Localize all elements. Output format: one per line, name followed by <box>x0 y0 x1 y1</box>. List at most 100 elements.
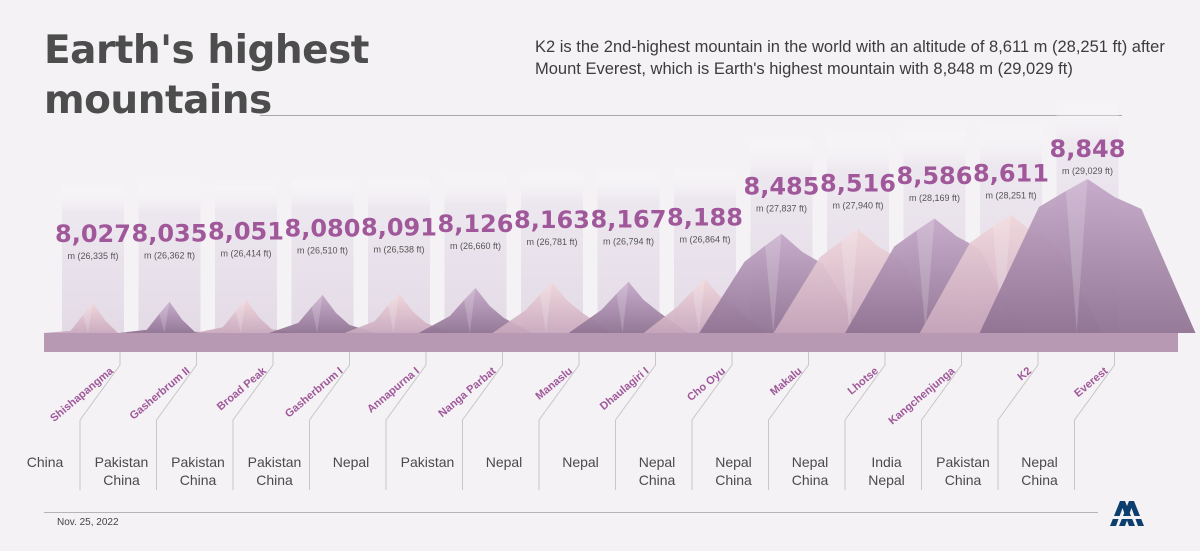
country-label: Pakistan <box>248 454 302 470</box>
value-label: 8,035 <box>132 219 208 247</box>
value-label: 8,080 <box>285 215 361 243</box>
mountain-highlight <box>692 278 705 333</box>
name-connector <box>462 352 503 490</box>
mountain-name: Kangchenjunga <box>887 365 959 428</box>
mountain-highlight <box>388 293 399 333</box>
name-connector <box>997 352 1039 490</box>
feet-label: m (29,029 ft) <box>1062 166 1113 176</box>
name-connector <box>538 352 580 490</box>
country-label: Nepal <box>715 454 752 470</box>
mountain-highlight <box>540 282 552 333</box>
mountain-peak <box>418 287 533 333</box>
mountain-name: Cho Oyu <box>685 365 728 404</box>
country-label: China <box>27 454 64 470</box>
title-line-1: Earth's highest <box>44 28 369 73</box>
mountain-name: Gasherbrum I <box>283 365 346 420</box>
mountain-peak <box>194 299 298 333</box>
mountain-highlight <box>765 233 782 333</box>
mountain-name: Everest <box>1072 365 1110 400</box>
name-connector <box>385 352 427 490</box>
mountain-peak <box>979 179 1196 333</box>
country-label: China <box>945 472 982 488</box>
mountain-name: Broad Peak <box>215 365 270 414</box>
country-label: Nepal <box>562 454 599 470</box>
country-label: Nepal <box>792 454 829 470</box>
name-connector <box>691 352 733 490</box>
country-label: China <box>715 472 752 488</box>
agency-logo-icon <box>1110 501 1144 526</box>
value-label: 8,163 <box>514 206 590 234</box>
value-label: 8,126 <box>438 210 514 238</box>
page-title: Earth's highest mountains <box>44 26 369 126</box>
mountain-peak <box>344 293 454 333</box>
value-label: 8,611 <box>973 160 1049 188</box>
mountain-name: K2 <box>1015 365 1033 383</box>
country-label: India <box>871 454 902 470</box>
country-label: Nepal <box>333 454 370 470</box>
country-label: China <box>103 472 140 488</box>
mountain-highlight <box>83 302 93 333</box>
mountain-name: Gasherbrum II <box>128 365 193 422</box>
mountain-name: Lhotse <box>846 365 881 397</box>
mountain-name: Annapurna I <box>365 365 422 415</box>
mountain-peak <box>119 301 220 333</box>
mountain-name: Nanga Parbat <box>436 365 498 420</box>
value-label: 8,848 <box>1050 135 1126 163</box>
value-label: 8,027 <box>55 220 131 248</box>
country-label: China <box>792 472 829 488</box>
country-label: China <box>1021 472 1058 488</box>
mountain-highlight <box>916 218 935 333</box>
mountain-highlight <box>1065 179 1088 333</box>
mountain-highlight <box>464 287 476 333</box>
country-label: Pakistan <box>171 454 225 470</box>
feet-label: m (28,169 ft) <box>909 193 960 203</box>
country-label: Pakistan <box>401 454 455 470</box>
value-label: 8,485 <box>744 173 820 201</box>
country-label: China <box>639 472 676 488</box>
feet-label: m (26,414 ft) <box>220 249 271 259</box>
publish-date: Nov. 25, 2022 <box>57 517 119 528</box>
mountain-highlight <box>159 301 170 333</box>
feet-label: m (27,940 ft) <box>832 200 883 210</box>
value-label: 8,516 <box>820 169 896 197</box>
base-bar <box>44 333 1178 352</box>
feet-label: m (26,864 ft) <box>679 234 730 244</box>
feet-label: m (27,837 ft) <box>756 204 807 214</box>
mountain-name: Manaslu <box>533 365 574 402</box>
country-label: China <box>180 472 217 488</box>
name-connector <box>232 352 274 490</box>
name-connector <box>79 352 121 490</box>
feet-label: m (26,538 ft) <box>373 245 424 255</box>
feet-label: m (28,251 ft) <box>985 191 1036 201</box>
feet-label: m (26,362 ft) <box>144 250 195 260</box>
name-connector <box>768 352 809 490</box>
value-label: 8,167 <box>591 206 667 234</box>
mountain-peak <box>268 294 377 333</box>
country-label: Pakistan <box>936 454 990 470</box>
footer-divider <box>44 512 1098 513</box>
header-divider <box>260 115 1122 116</box>
country-label: Pakistan <box>95 454 149 470</box>
feet-label: m (26,510 ft) <box>297 246 348 256</box>
country-label: Nepal <box>868 472 905 488</box>
mountain-highlight <box>841 229 858 333</box>
name-connector <box>844 352 886 490</box>
mountain-peak <box>492 282 612 333</box>
name-connector <box>921 352 962 490</box>
mountain-peak <box>568 281 689 333</box>
value-label: 8,586 <box>897 162 973 190</box>
value-label: 8,091 <box>361 214 437 242</box>
feet-label: m (26,660 ft) <box>450 241 501 251</box>
country-label: China <box>256 472 293 488</box>
mountain-name: Shishapangma <box>48 365 116 425</box>
name-connector <box>309 352 350 490</box>
mountain-highlight <box>992 214 1011 333</box>
feet-label: m (26,781 ft) <box>526 237 577 247</box>
country-label: Nepal <box>639 454 676 470</box>
value-label: 8,188 <box>667 203 743 231</box>
country-label: Nepal <box>1021 454 1058 470</box>
mountain-peak <box>43 302 143 333</box>
mountain-highlight <box>311 294 323 333</box>
mountain-name: Dhaulagiri I <box>598 365 652 413</box>
value-label: 8,051 <box>208 218 284 246</box>
